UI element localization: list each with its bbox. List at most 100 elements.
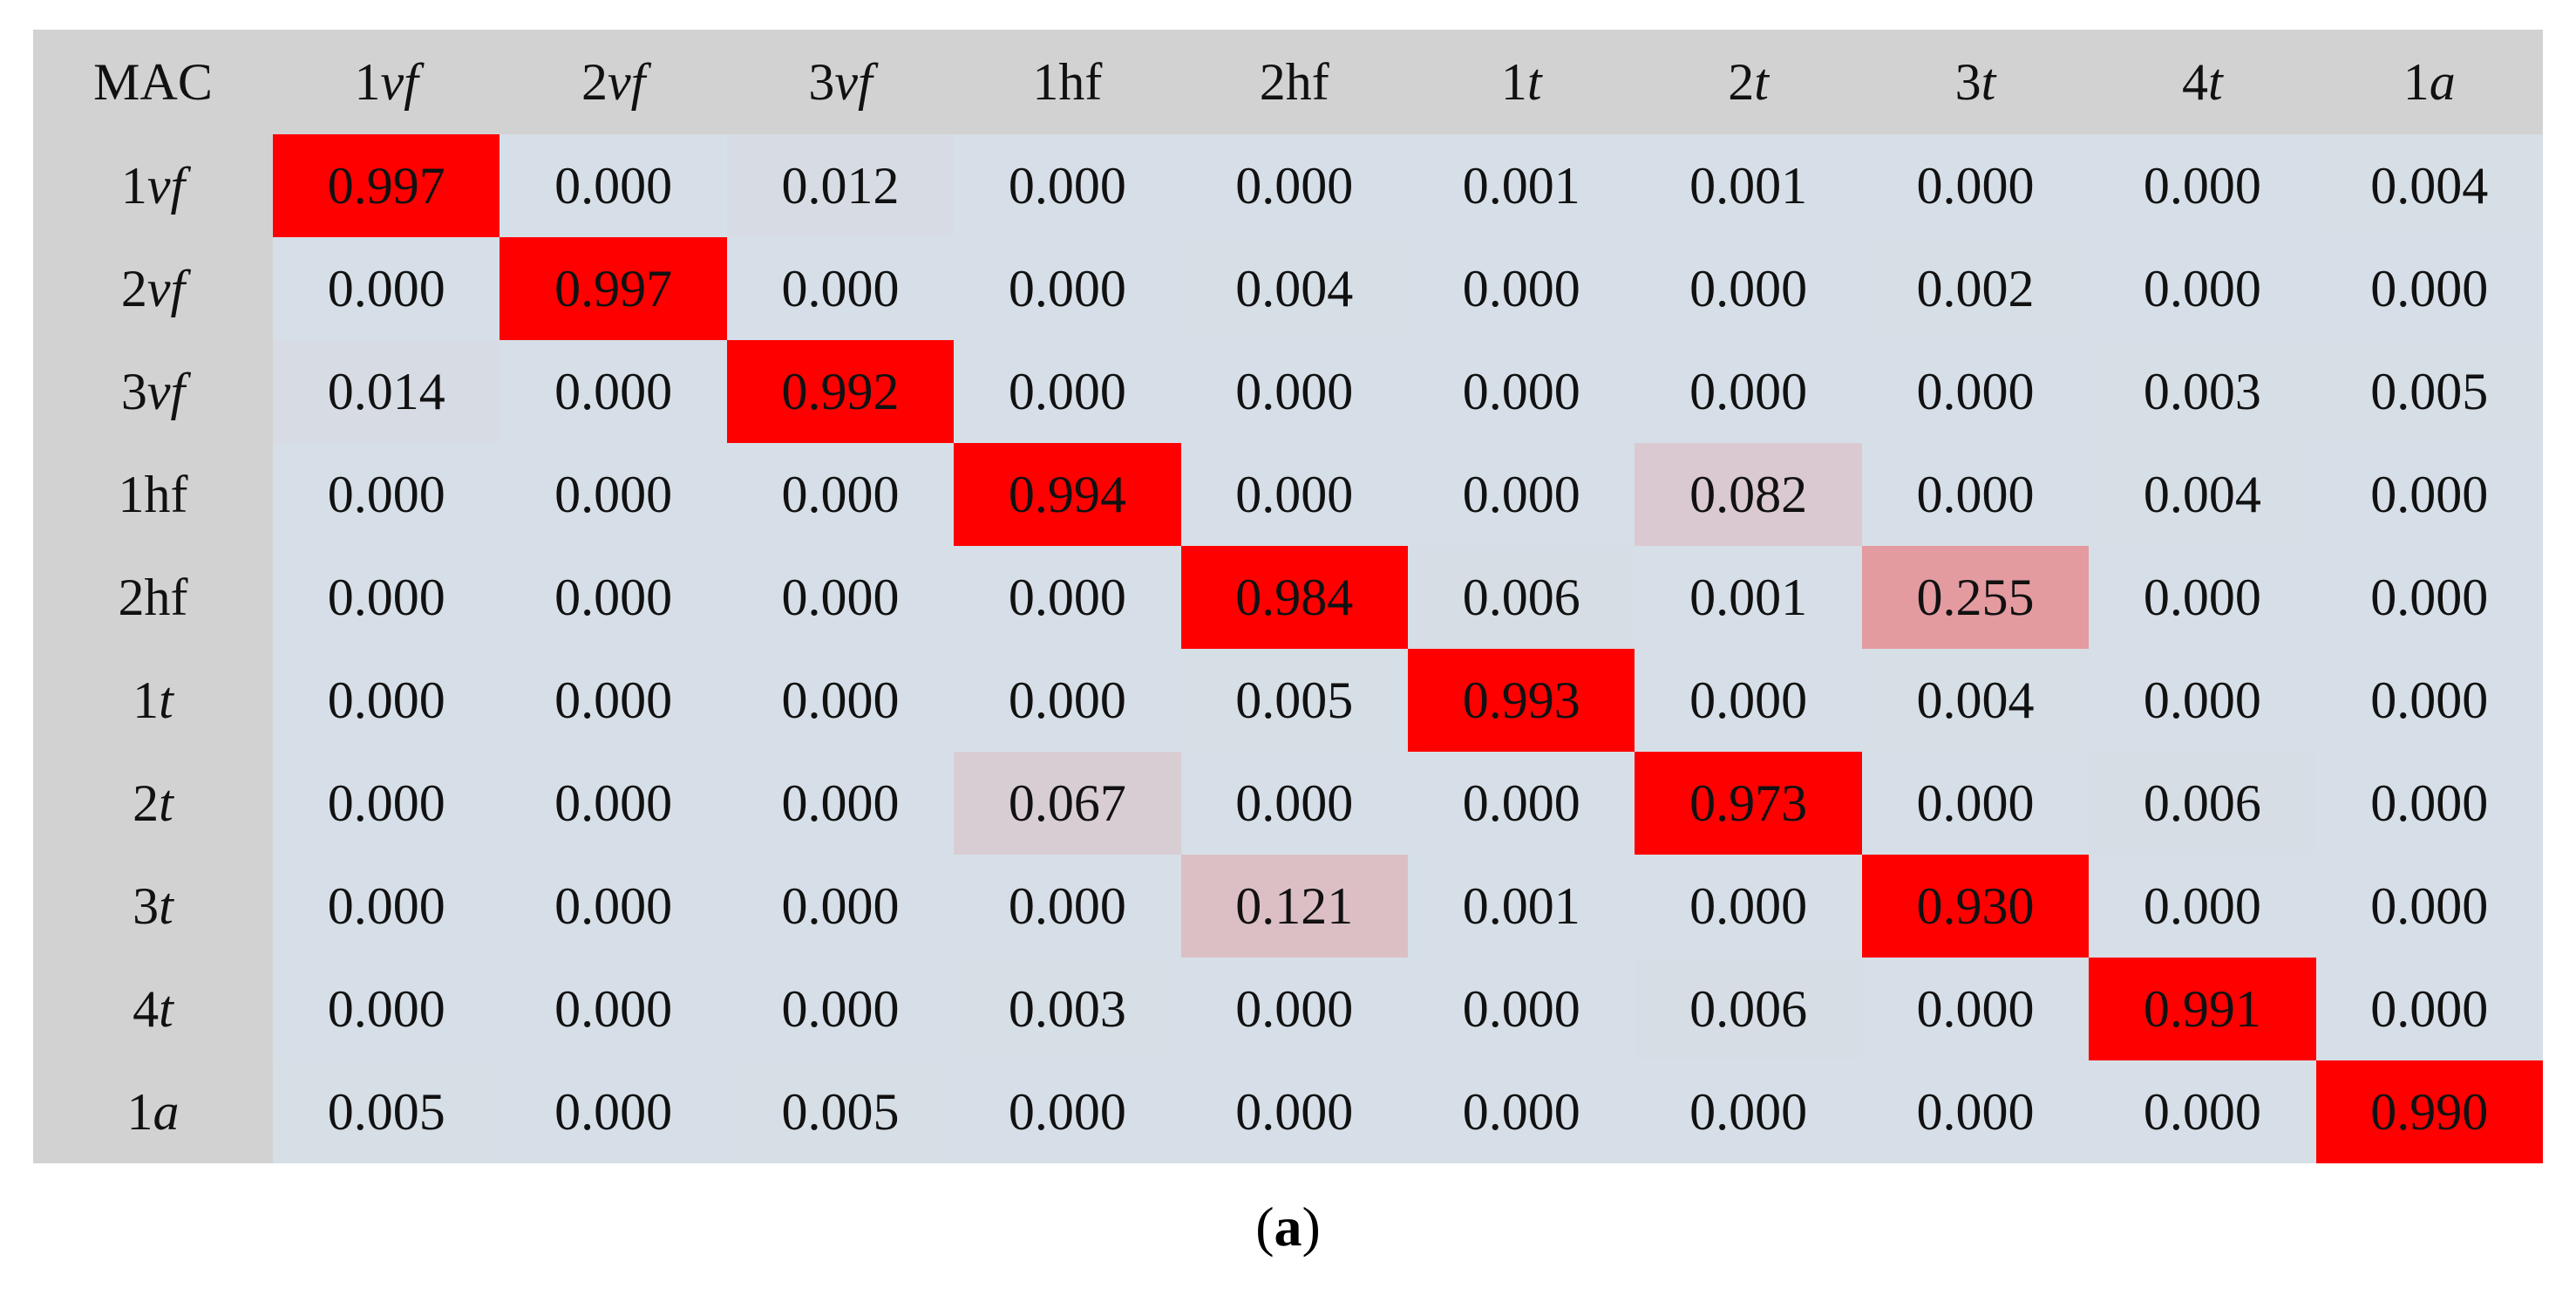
mac-cell: 0.005 — [1180, 649, 1408, 752]
mac-cell: 0.000 — [1180, 134, 1408, 237]
mac-cell: 0.000 — [2315, 649, 2543, 752]
row-header: 1 vf — [33, 134, 273, 237]
mac-cell: 0.005 — [2315, 340, 2543, 443]
row-header: 2hf — [33, 546, 273, 649]
mac-cell: 0.000 — [500, 134, 727, 237]
mac-cell: 0.000 — [1407, 340, 1635, 443]
mac-cell: 0.993 — [1407, 649, 1635, 752]
mac-cell: 0.001 — [1407, 134, 1635, 237]
mac-cell: 0.003 — [954, 958, 1181, 1060]
mac-cell: 0.000 — [2315, 958, 2543, 1060]
mac-cell: 0.000 — [1635, 649, 1862, 752]
mac-cell: 0.000 — [273, 443, 500, 546]
mac-cell: 0.000 — [273, 649, 500, 752]
mac-cell: 0.006 — [2089, 752, 2316, 855]
mac-cell: 0.000 — [726, 237, 955, 340]
mac-cell: 0.992 — [726, 340, 955, 443]
mac-cell: 0.000 — [2089, 546, 2316, 649]
mac-cell: 0.000 — [1180, 443, 1408, 546]
mac-cell: 0.000 — [954, 237, 1181, 340]
mac-cell: 0.006 — [1407, 546, 1635, 649]
column-header: 1hf — [954, 30, 1181, 134]
mac-cell: 0.000 — [273, 855, 500, 958]
mac-cell: 0.000 — [726, 855, 955, 958]
mac-cell: 0.000 — [1861, 752, 2090, 855]
mac-cell: 0.997 — [273, 134, 500, 237]
row-header: 1hf — [33, 443, 273, 546]
mac-cell: 0.000 — [1861, 443, 2090, 546]
corner-header: MAC — [33, 30, 273, 134]
mac-cell: 0.000 — [1635, 855, 1862, 958]
mac-cell: 0.000 — [954, 134, 1181, 237]
row-header: 3 vf — [33, 340, 273, 443]
column-header: 3 vf — [726, 30, 955, 134]
mac-cell: 0.000 — [500, 546, 727, 649]
mac-cell: 0.000 — [1407, 958, 1635, 1060]
mac-cell: 0.997 — [500, 237, 727, 340]
column-header: 1 vf — [273, 30, 500, 134]
mac-cell: 0.000 — [1635, 340, 1862, 443]
mac-cell: 0.000 — [954, 649, 1181, 752]
mac-cell: 0.000 — [726, 649, 955, 752]
mac-cell: 0.000 — [2315, 237, 2543, 340]
mac-cell: 0.000 — [1861, 958, 2090, 1060]
mac-cell: 0.001 — [1635, 546, 1862, 649]
mac-cell: 0.994 — [954, 443, 1181, 546]
mac-cell: 0.000 — [2315, 855, 2543, 958]
mac-cell: 0.000 — [726, 443, 955, 546]
mac-cell: 0.000 — [954, 855, 1181, 958]
mac-cell: 0.991 — [2089, 958, 2316, 1060]
mac-cell: 0.000 — [273, 752, 500, 855]
mac-cell: 0.000 — [726, 546, 955, 649]
mac-cell: 0.000 — [1180, 958, 1408, 1060]
mac-cell: 0.000 — [2315, 752, 2543, 855]
mac-cell: 0.000 — [2315, 546, 2543, 649]
mac-cell: 0.000 — [1861, 340, 2090, 443]
mac-table: MAC 1 vf 2 vf 3 vf 1hf 2hf 1 t 2 t 3 t 4 t 1 a 1 vf 0.997 0.00… — [33, 30, 2543, 1163]
mac-cell: 0.990 — [2315, 1060, 2543, 1163]
mac-cell: 0.000 — [500, 855, 727, 958]
mac-cell: 0.000 — [2089, 855, 2316, 958]
mac-cell: 0.984 — [1180, 546, 1408, 649]
mac-cell: 0.005 — [273, 1060, 500, 1163]
mac-cell: 0.000 — [1407, 237, 1635, 340]
mac-cell: 0.000 — [2315, 443, 2543, 546]
mac-cell: 0.000 — [954, 546, 1181, 649]
mac-cell: 0.000 — [1180, 340, 1408, 443]
mac-cell: 0.000 — [1407, 752, 1635, 855]
mac-cell: 0.000 — [273, 958, 500, 1060]
mac-cell: 0.000 — [1407, 1060, 1635, 1163]
mac-cell: 0.000 — [2089, 237, 2316, 340]
mac-cell: 0.000 — [1180, 1060, 1408, 1163]
mac-cell: 0.004 — [1180, 237, 1408, 340]
mac-cell: 0.000 — [500, 443, 727, 546]
mac-cell: 0.000 — [273, 237, 500, 340]
mac-cell: 0.000 — [954, 1060, 1181, 1163]
mac-cell: 0.000 — [2089, 649, 2316, 752]
mac-cell: 0.000 — [500, 649, 727, 752]
mac-cell: 0.000 — [1861, 1060, 2090, 1163]
mac-cell: 0.004 — [2315, 134, 2543, 237]
mac-cell: 0.000 — [1635, 1060, 1862, 1163]
mac-cell: 0.000 — [1861, 134, 2090, 237]
caption: (a) — [1255, 1196, 1321, 1258]
mac-cell: 0.930 — [1861, 855, 2090, 958]
mac-cell: 0.000 — [954, 340, 1181, 443]
mac-cell: 0.004 — [1861, 649, 2090, 752]
column-header: 2hf — [1180, 30, 1408, 134]
mac-cell: 0.000 — [500, 340, 727, 443]
mac-cell: 0.082 — [1635, 443, 1862, 546]
mac-cell: 0.121 — [1180, 855, 1408, 958]
mac-cell: 0.000 — [2089, 134, 2316, 237]
mac-cell: 0.001 — [1407, 855, 1635, 958]
mac-cell: 0.000 — [273, 546, 500, 649]
mac-cell: 0.000 — [726, 752, 955, 855]
